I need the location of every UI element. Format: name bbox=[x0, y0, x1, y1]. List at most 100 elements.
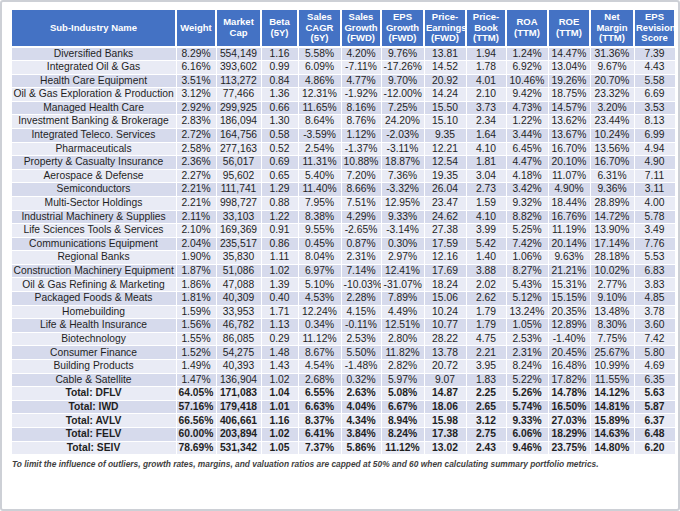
cell-sales-growth-fwd: -0.11% bbox=[341, 319, 381, 333]
cell-roa-ttm: 4.73% bbox=[506, 101, 548, 115]
cell-beta-5y: 0.40 bbox=[261, 292, 298, 306]
cell-sales-cagr-5y: 11.31% bbox=[298, 156, 341, 170]
cell-beta-5y: 1.02 bbox=[261, 373, 298, 387]
cell-price-book-ttm: 2.21 bbox=[466, 346, 506, 360]
cell-sales-cagr-5y: 0.45% bbox=[298, 237, 341, 251]
cell-sales-growth-fwd: 4.29% bbox=[341, 210, 381, 224]
cell-sales-growth-fwd: -10.03% bbox=[341, 278, 381, 292]
cell-name: Integrated Oil & Gas bbox=[11, 60, 176, 74]
table-row: Biotechnology1.55%86,0850.2911.12%2.53%2… bbox=[11, 332, 675, 346]
cell-price-book-ttm: 2.62 bbox=[466, 292, 506, 306]
cell-eps-growth-fwd: 7.25% bbox=[381, 101, 424, 115]
cell-weight: 1.86% bbox=[176, 278, 216, 292]
cell-sales-cagr-5y: 11.65% bbox=[298, 101, 341, 115]
cell-sales-growth-fwd: 2.31% bbox=[341, 251, 381, 265]
cell-price-earnings-fwd: 19.35 bbox=[424, 169, 466, 183]
cell-price-book-ttm: 4.01 bbox=[466, 74, 506, 88]
column-header-market-cap: Market Cap bbox=[216, 9, 261, 47]
cell-net-margin-ttm: 2.77% bbox=[590, 278, 634, 292]
cell-eps-growth-fwd: 7.36% bbox=[381, 169, 424, 183]
cell-beta-5y: 1.16 bbox=[261, 47, 298, 61]
cell-sales-growth-fwd: -1.92% bbox=[341, 88, 381, 102]
cell-sales-cagr-5y: 6.97% bbox=[298, 264, 341, 278]
cell-price-book-ttm: 2.10 bbox=[466, 88, 506, 102]
cell-sales-cagr-5y: 8.67% bbox=[298, 346, 341, 360]
cell-weight: 1.55% bbox=[176, 332, 216, 346]
cell-sales-cagr-5y: 2.68% bbox=[298, 373, 341, 387]
total-cell-sales-growth-fwd: 3.84% bbox=[341, 428, 381, 442]
cell-eps-revision-score: 3.49 bbox=[634, 224, 675, 238]
cell-price-earnings-fwd: 14.52 bbox=[424, 60, 466, 74]
cell-name: Property & Casualty Insurance bbox=[11, 156, 176, 170]
total-cell-roa-ttm: 9.33% bbox=[506, 414, 548, 428]
cell-beta-5y: 0.52 bbox=[261, 142, 298, 156]
cell-price-book-ttm: 2.34 bbox=[466, 115, 506, 129]
cell-net-margin-ttm: 10.02% bbox=[590, 264, 634, 278]
table-footnote: To limit the influence of outliers, grow… bbox=[12, 459, 668, 469]
cell-weight: 1.47% bbox=[176, 373, 216, 387]
cell-beta-5y: 1.48 bbox=[261, 346, 298, 360]
cell-name: Oil & Gas Exploration & Production bbox=[11, 88, 176, 102]
cell-net-margin-ttm: 9.10% bbox=[590, 292, 634, 306]
cell-name: Pharmaceuticals bbox=[11, 142, 176, 156]
table-row: Oil & Gas Exploration & Production3.12%7… bbox=[11, 88, 675, 102]
cell-price-earnings-fwd: 20.72 bbox=[424, 360, 466, 374]
cell-eps-revision-score: 6.69 bbox=[634, 88, 675, 102]
cell-price-earnings-fwd: 15.06 bbox=[424, 292, 466, 306]
cell-market-cap: 111,741 bbox=[216, 183, 261, 197]
total-row: Total: IWD57.16%179,4181.016.63%4.04%6.6… bbox=[11, 400, 675, 414]
table-row: Oil & Gas Refining & Marketing1.86%47,08… bbox=[11, 278, 675, 292]
cell-price-earnings-fwd: 10.77 bbox=[424, 319, 466, 333]
table-row: Integrated Oil & Gas6.16%393,6020.996.09… bbox=[11, 60, 675, 74]
cell-roa-ttm: 1.24% bbox=[506, 47, 548, 61]
table-header: Sub-Industry NameWeightMarket CapBeta (5… bbox=[11, 9, 675, 47]
total-cell-eps-revision-score: 6.48 bbox=[634, 428, 675, 442]
cell-market-cap: 51,086 bbox=[216, 264, 261, 278]
total-cell-name: Total: SEIV bbox=[11, 441, 176, 455]
table-row: Diversified Banks8.29%554,1491.165.58%4.… bbox=[11, 47, 675, 61]
table-row: Property & Casualty Insurance2.36%56,017… bbox=[11, 156, 675, 170]
column-header-net-margin-ttm: Net Margin (TTM) bbox=[590, 9, 634, 47]
cell-market-cap: 33,103 bbox=[216, 210, 261, 224]
total-cell-net-margin-ttm: 15.89% bbox=[590, 414, 634, 428]
table-row: Investment Banking & Brokerage2.83%186,0… bbox=[11, 115, 675, 129]
total-cell-roe-ttm: 14.78% bbox=[548, 387, 590, 401]
table-row: Semiconductors2.21%111,7411.2911.40%8.66… bbox=[11, 183, 675, 197]
cell-roe-ttm: 20.10% bbox=[548, 156, 590, 170]
cell-eps-revision-score: 3.11 bbox=[634, 183, 675, 197]
cell-price-earnings-fwd: 9.35 bbox=[424, 128, 466, 142]
cell-beta-5y: 1.30 bbox=[261, 115, 298, 129]
cell-weight: 2.72% bbox=[176, 128, 216, 142]
column-header-eps-growth-fwd: EPS Growth (FWD) bbox=[381, 9, 424, 47]
cell-name: Managed Health Care bbox=[11, 101, 176, 115]
cell-sales-cagr-5y: 11.40% bbox=[298, 183, 341, 197]
table-row: Pharmaceuticals2.58%277,1630.522.54%-1.3… bbox=[11, 142, 675, 156]
cell-eps-revision-score: 4.00 bbox=[634, 196, 675, 210]
cell-sales-cagr-5y: 12.31% bbox=[298, 88, 341, 102]
table-row: Integrated Teleco. Services2.72%164,7560… bbox=[11, 128, 675, 142]
total-cell-price-earnings-fwd: 17.38 bbox=[424, 428, 466, 442]
table-row: Industrial Machinery & Supplies2.11%33,1… bbox=[11, 210, 675, 224]
cell-beta-5y: 0.86 bbox=[261, 237, 298, 251]
cell-eps-growth-fwd: 12.41% bbox=[381, 264, 424, 278]
table-body: Diversified Banks8.29%554,1491.165.58%4.… bbox=[11, 47, 675, 455]
total-cell-roe-ttm: 27.03% bbox=[548, 414, 590, 428]
cell-price-earnings-fwd: 17.59 bbox=[424, 237, 466, 251]
cell-price-earnings-fwd: 24.62 bbox=[424, 210, 466, 224]
cell-beta-5y: 1.22 bbox=[261, 210, 298, 224]
cell-net-margin-ttm: 25.67% bbox=[590, 346, 634, 360]
total-cell-eps-growth-fwd: 6.67% bbox=[381, 400, 424, 414]
total-cell-price-earnings-fwd: 14.87 bbox=[424, 387, 466, 401]
cell-roe-ttm: 15.31% bbox=[548, 278, 590, 292]
cell-eps-growth-fwd: -12.00% bbox=[381, 88, 424, 102]
cell-price-book-ttm: 4.10 bbox=[466, 210, 506, 224]
table-row: Health Care Equipment3.51%113,2720.844.8… bbox=[11, 74, 675, 88]
cell-price-earnings-fwd: 17.69 bbox=[424, 264, 466, 278]
cell-beta-5y: 1.13 bbox=[261, 319, 298, 333]
cell-beta-5y: 0.88 bbox=[261, 196, 298, 210]
column-header-beta-5y: Beta (5Y) bbox=[261, 9, 298, 47]
cell-roa-ttm: 8.27% bbox=[506, 264, 548, 278]
cell-roe-ttm: 9.63% bbox=[548, 251, 590, 265]
total-cell-roa-ttm: 5.74% bbox=[506, 400, 548, 414]
cell-sales-cagr-5y: 8.64% bbox=[298, 115, 341, 129]
